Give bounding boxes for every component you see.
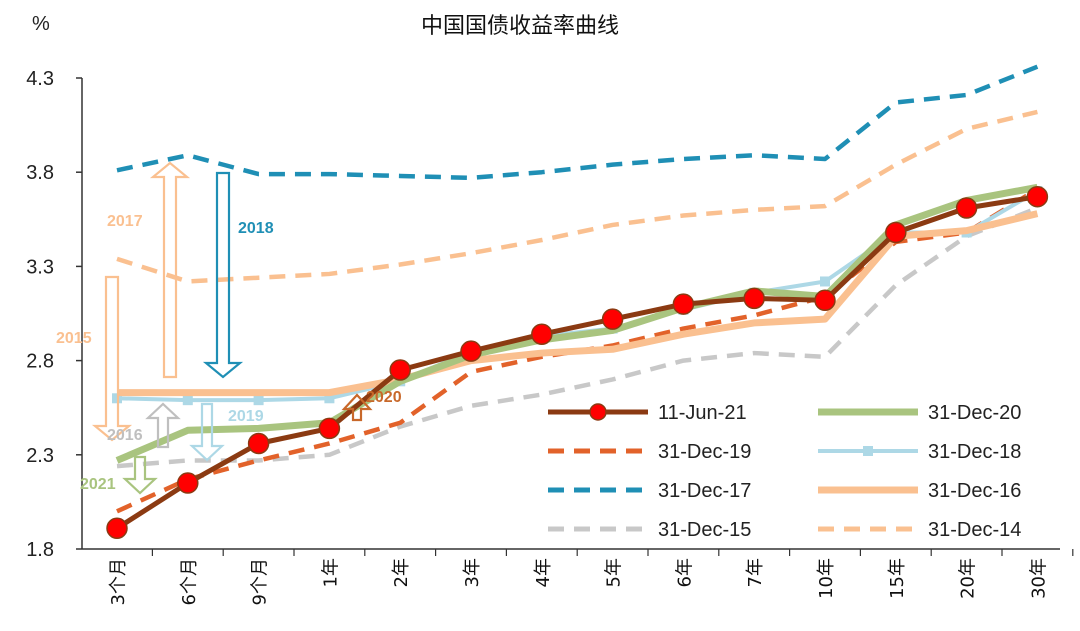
data-point [814,289,836,312]
y-tick-label: 3.3 [26,256,54,278]
x-tick-label: 6年 [674,558,695,587]
legend-item-31-dec-18: 31-Dec-18 [818,441,1021,463]
data-point [885,221,907,244]
data-point [324,393,335,404]
annotation-2016: 2016 [107,427,143,444]
data-point [820,276,830,287]
series-31-dec-16 [117,210,1039,397]
annotation-2021: 2021 [80,476,116,493]
x-tick-label: 20年 [958,558,979,599]
data-point [182,395,193,406]
data-point [253,395,264,406]
x-tick-label: 15年 [887,558,908,599]
x-tick-label: 9个月 [250,558,271,605]
data-point [955,197,978,219]
x-tick-label: 6个月 [179,558,200,605]
y-tick-label: 4.3 [26,68,54,90]
data-point [177,472,199,494]
series-line-31-dec-16 [117,210,1039,397]
x-tick-label: 10年 [816,558,837,599]
legend-item-11-jun-21: 11-Jun-21 [548,402,747,424]
x-tick-label: 1年 [320,558,341,587]
legend-label: 31-Dec-15 [658,519,751,541]
arrow-2018 [202,171,244,379]
data-point [389,359,411,381]
y-tick-label: 1.8 [26,539,54,561]
legend-item-31-dec-16: 31-Dec-16 [818,480,1021,502]
annotation-2015: 2015 [56,330,92,347]
arrow-2020 [341,393,373,422]
legend-label: 31-Dec-20 [928,402,1021,424]
legend-item-31-dec-17: 31-Dec-17 [548,480,751,502]
y-axis-unit: % [32,13,50,35]
x-tick-label: 3个月 [108,558,129,605]
series-line-31-dec-15 [116,205,1039,469]
x-tick-label: 2年 [391,558,412,587]
data-point [318,417,341,440]
series-layer [106,64,1049,540]
data-point [672,293,695,315]
arrow-2017 [149,161,191,379]
data-point [531,323,553,345]
y-tick-label: 2.8 [26,351,54,373]
arrow-2015 [91,275,133,442]
x-tick-label: 7年 [745,558,766,587]
legend-item-31-dec-15: 31-Dec-15 [548,519,751,541]
arrow-2021 [122,455,158,495]
legend-label: 31-Dec-14 [928,519,1021,541]
legend-marker [589,403,607,421]
annotation-2018: 2018 [238,220,274,237]
series-line-31-dec-14 [116,109,1038,284]
legend-label: 31-Dec-17 [658,480,751,502]
data-point [601,308,624,330]
data-point [743,287,765,310]
legend-item-31-dec-14: 31-Dec-14 [818,519,1021,541]
annotation-2020: 2020 [366,389,402,406]
arrow-2019 [189,402,225,462]
arrow-2016 [145,402,181,449]
series-line-11-jun-21 [115,194,1038,531]
x-tick-label: 4年 [533,558,554,587]
legend-marker [863,446,873,456]
y-tick-label: 3.8 [26,162,54,184]
x-tick-label: 30年 [1028,558,1049,599]
x-tick-label: 3年 [462,558,483,587]
annotation-layer: 2017 2018 2015 2016 2019 2020 2021 [56,161,402,495]
legend-label: 11-Jun-21 [658,402,747,424]
legend-label: 31-Dec-16 [928,480,1021,502]
legend-item-31-dec-20: 31-Dec-20 [818,402,1021,424]
series-31-dec-14 [116,109,1038,284]
x-tick-label: 5年 [604,558,625,587]
data-point [247,432,270,455]
legend: 11-Jun-21 31-Dec-20 31-Dec-19 31-Dec-18 31-D… [548,402,1021,541]
data-point [1026,185,1049,208]
y-tick-labels: 1.8 2.3 2.8 3.3 3.8 4.3 [26,68,82,561]
series-31-dec-17 [116,64,1039,181]
series-31-dec-20 [115,183,1039,464]
chart-title: 中国国债收益率曲线 [421,14,619,39]
legend-label: 31-Dec-19 [658,441,751,463]
annotation-2017: 2017 [107,213,143,230]
series-31-dec-15 [116,205,1039,469]
series-line-31-dec-20 [115,183,1039,464]
legend-label: 31-Dec-18 [928,441,1021,463]
data-point [460,340,482,362]
x-tick-labels: 3个月 6个月 9个月 1年 2年 3年 4年 5年 6年 7年 10年 15年 20年 30年 [108,549,1074,605]
y-tick-label: 2.3 [26,445,54,467]
data-point [106,517,128,540]
series-line-31-dec-17 [116,64,1039,181]
series-11-jun-21 [106,185,1049,540]
annotation-2019: 2019 [228,408,264,425]
legend-item-31-dec-19: 31-Dec-19 [548,441,751,463]
